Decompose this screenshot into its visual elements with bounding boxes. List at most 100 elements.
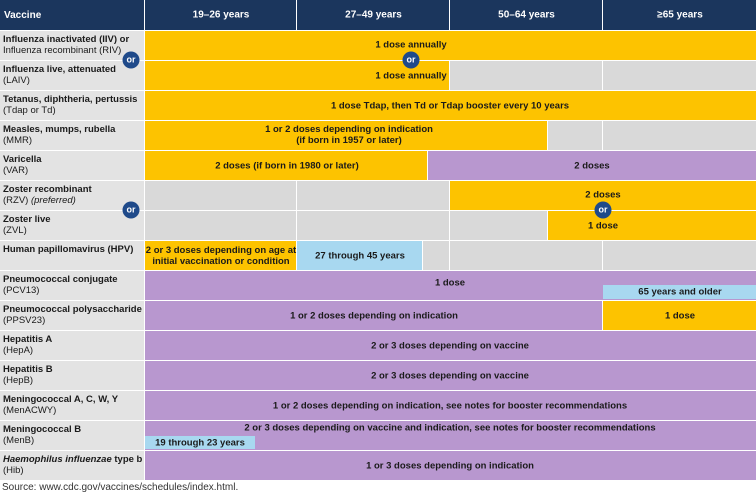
name-line: Hepatitis A — [3, 334, 52, 345]
name-text: Zoster live — [3, 214, 51, 225]
vaccine-cell — [0, 331, 144, 360]
label-line: (if born in 1957 or later) — [296, 135, 402, 146]
vaccine-cell — [0, 31, 144, 60]
dose-label: 2 or 3 doses depending on age at initial … — [146, 245, 296, 267]
name-line: (LAIV) — [3, 75, 116, 86]
empty-cell — [297, 211, 449, 240]
dose-bar — [145, 31, 756, 60]
empty-cell — [548, 121, 602, 150]
label-line: 2 or 3 doses depending on age at — [145, 245, 297, 256]
vaccine-name: Hepatitis B (HepB) — [3, 364, 53, 386]
dose-bar — [145, 121, 547, 150]
name-text: (HepA) — [3, 345, 34, 356]
dose-bar — [603, 301, 756, 330]
name-line: (Tdap or Td) — [3, 105, 137, 116]
name-line: Varicella — [3, 154, 42, 165]
label-line: 1 or 2 doses depending on indication — [265, 124, 433, 135]
dose-label: 1 dose — [434, 277, 466, 289]
dashed-divider — [0, 60, 756, 61]
vaccine-name: Pneumococcal conjugate (PCV13) — [3, 274, 118, 296]
vaccine-name: Meningococcal B (MenB) — [3, 424, 81, 446]
name-line: Hepatitis B — [3, 364, 53, 375]
name-line: Pneumococcal polysaccharide — [3, 304, 142, 315]
name-line: (Hib) — [3, 465, 142, 476]
empty-cell — [145, 211, 296, 240]
dose-label: 2 or 3 doses depending on vaccine — [371, 370, 529, 382]
empty-cell — [603, 241, 756, 270]
name-line: (RZV) (preferred) — [3, 195, 92, 206]
name-text: Human papillomavirus (HPV) — [3, 244, 134, 255]
name-text: Measles, mumps, rubella — [3, 124, 116, 135]
name-text: Haemophilus influenzae — [3, 454, 112, 465]
vaccine-cell — [0, 451, 144, 480]
dose-label: 1 dose — [664, 310, 696, 322]
name-line: (PPSV23) — [3, 315, 142, 326]
vaccine-name: Hepatitis A (HepA) — [3, 334, 52, 356]
dose-bar — [145, 451, 756, 480]
vaccine-name: Influenza live, attenuated (LAIV) — [3, 64, 116, 86]
vaccine-cell — [0, 151, 144, 180]
name-line: Influenza recombinant (RIV) — [3, 45, 129, 56]
vaccine-name: Pneumococcal polysaccharide (PPSV23) — [3, 304, 142, 326]
dose-bar — [145, 301, 602, 330]
vaccine-name: Measles, mumps, rubella (MMR) — [3, 124, 115, 146]
name-text: (ZVL) — [3, 225, 27, 236]
vaccine-cell — [0, 241, 144, 270]
vaccine-cell — [0, 301, 144, 330]
header-cell — [297, 0, 449, 30]
header-cell — [603, 0, 756, 30]
or-badge: or — [122, 201, 140, 219]
name-text: (VAR) — [3, 165, 29, 176]
dose-label: 1 dose — [587, 220, 619, 232]
dose-bar — [145, 151, 427, 180]
name-text: Influenza inactivated (IIV) or — [3, 34, 130, 45]
name-text: (MenACWY) — [3, 405, 57, 416]
dose-label: 1 or 2 doses depending on indication (if … — [265, 124, 433, 146]
vaccine-cell — [0, 61, 144, 90]
name-line: Haemophilus influenzae type b — [3, 454, 142, 465]
dose-bar — [145, 436, 255, 449]
vaccine-name: Meningococcal A, C, W, Y (MenACWY) — [3, 394, 118, 416]
name-text: (HepB) — [3, 375, 34, 386]
name-line: Influenza inactivated (IIV) or — [3, 34, 129, 45]
name-line: (VAR) — [3, 165, 42, 176]
name-text: Hepatitis B — [3, 364, 53, 375]
dose-label: 2 or 3 doses depending on vaccine — [371, 340, 529, 352]
name-line: (MenACWY) — [3, 405, 118, 416]
name-line: Zoster live — [3, 214, 51, 225]
empty-cell — [450, 241, 602, 270]
dose-bar — [297, 241, 422, 270]
name-line: Tetanus, diphtheria, pertussis — [3, 94, 137, 105]
vaccine-cell — [0, 121, 144, 150]
name-text: type b — [111, 454, 143, 465]
dose-bar — [145, 241, 296, 270]
name-line: Measles, mumps, rubella — [3, 124, 115, 135]
vaccine-cell — [0, 271, 144, 300]
or-badge: or — [122, 51, 140, 69]
dose-bar — [145, 91, 756, 120]
empty-cell — [603, 61, 756, 90]
dose-label: 2 doses — [574, 160, 610, 172]
dose-label: 1 dose annually — [375, 70, 447, 82]
or-badge: or — [594, 201, 612, 219]
vaccine-name: Influenza inactivated (IIV) or Influenza … — [3, 34, 129, 56]
dose-bar — [548, 211, 756, 240]
vaccine-name: Tetanus, diphtheria, pertussis (Tdap or T… — [3, 94, 137, 116]
empty-cell — [145, 181, 296, 210]
dose-label: 65 years and older — [638, 286, 722, 298]
header-cell — [145, 0, 296, 30]
or-badge: or — [402, 51, 420, 69]
name-text: (LAIV) — [3, 75, 30, 86]
vaccine-cell — [0, 361, 144, 390]
name-line: (ZVL) — [3, 225, 51, 236]
vaccine-cell — [0, 391, 144, 420]
header-label: 27–49 years — [345, 9, 402, 21]
dose-bar — [145, 361, 756, 390]
name-text: (Tdap or Td) — [3, 105, 56, 116]
dose-bar — [145, 61, 449, 90]
name-line: (MenB) — [3, 435, 81, 446]
name-text: Influenza recombinant (RIV) — [3, 45, 122, 56]
name-line: Influenza live, attenuated — [3, 64, 116, 75]
vaccine-name: Zoster live (ZVL) — [3, 214, 51, 236]
